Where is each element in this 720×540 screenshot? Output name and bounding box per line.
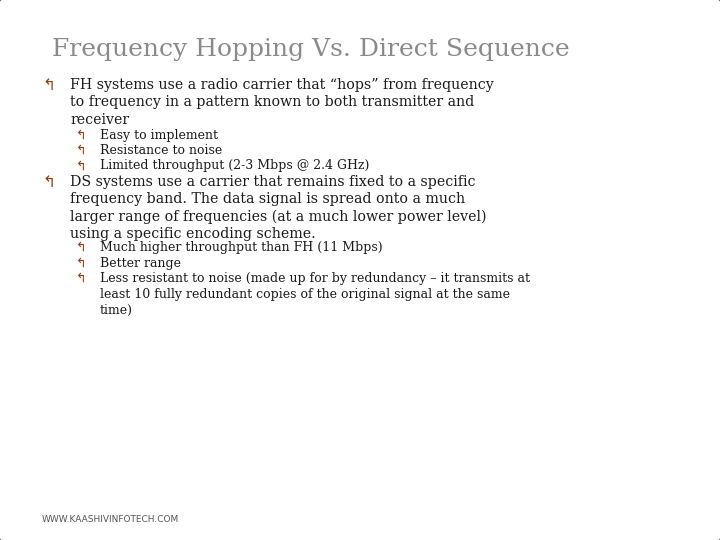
Text: Much higher throughput than FH (11 Mbps): Much higher throughput than FH (11 Mbps) [100,241,382,254]
Text: ↰: ↰ [76,159,86,172]
Text: ↰: ↰ [76,256,86,269]
Text: ↰: ↰ [42,175,55,190]
Text: ↰: ↰ [42,78,55,93]
Text: Easy to implement: Easy to implement [100,129,218,141]
Text: ↰: ↰ [76,144,86,157]
Text: WWW.KAASHIVINFOTECH.COM: WWW.KAASHIVINFOTECH.COM [42,515,179,524]
Text: Limited throughput (2-3 Mbps @ 2.4 GHz): Limited throughput (2-3 Mbps @ 2.4 GHz) [100,159,369,172]
Text: Less resistant to noise (made up for by redundancy – it transmits at
least 10 fu: Less resistant to noise (made up for by … [100,272,530,317]
Text: Better range: Better range [100,256,181,269]
Text: Resistance to noise: Resistance to noise [100,144,222,157]
Text: ↰: ↰ [76,241,86,254]
Text: ↰: ↰ [76,272,86,285]
Text: DS systems use a carrier that remains fixed to a specific
frequency band. The da: DS systems use a carrier that remains fi… [70,175,487,241]
Text: Frequency Hopping Vs. Direct Sequence: Frequency Hopping Vs. Direct Sequence [52,38,570,61]
Text: FH systems use a radio carrier that “hops” from frequency
to frequency in a patt: FH systems use a radio carrier that “hop… [70,78,494,126]
Text: ↰: ↰ [76,129,86,141]
